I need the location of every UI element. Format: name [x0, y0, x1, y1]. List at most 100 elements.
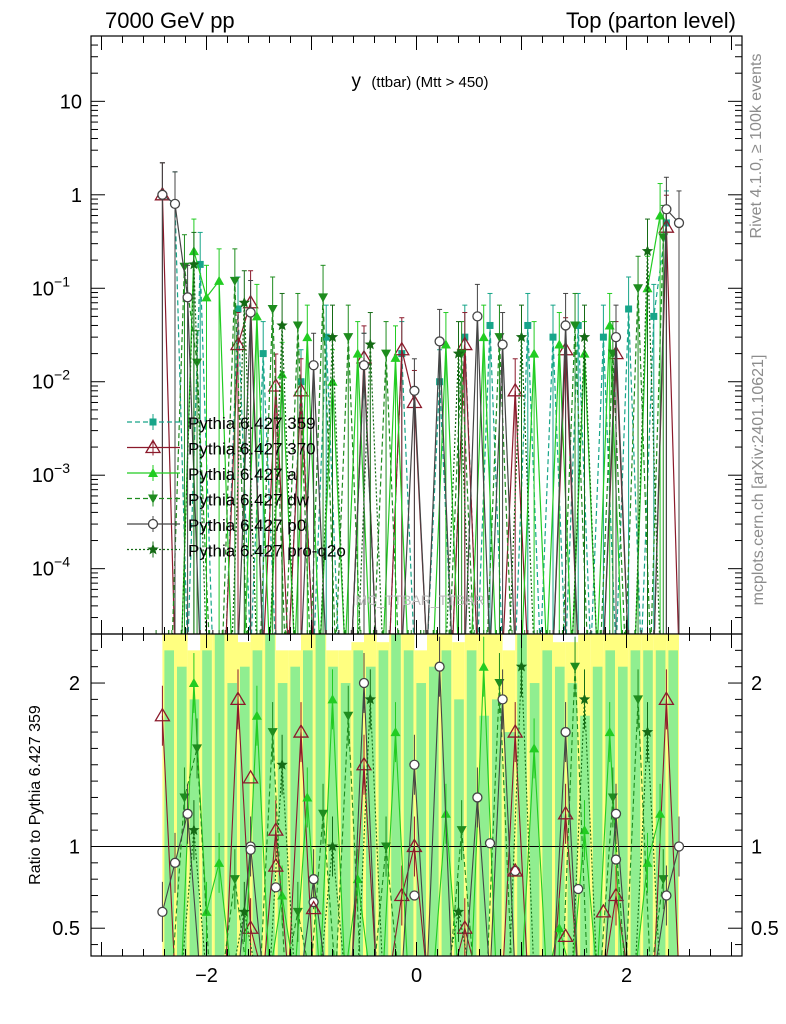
- ratio-point: [390, 727, 401, 737]
- ratio-point: [570, 662, 581, 672]
- ratio-band-green: [315, 634, 326, 956]
- ratio-band-green: [353, 650, 363, 956]
- ratio-point: [179, 793, 190, 803]
- ratio-point-370: [242, 769, 259, 784]
- ratio-y-tick-label-right: 0.5: [751, 918, 779, 940]
- legend-marker: [147, 543, 159, 555]
- ratio-y-tick-label-left: 1: [69, 836, 80, 858]
- series-point: [599, 333, 607, 341]
- ratio-point: [318, 809, 329, 819]
- ratio-point: [364, 693, 376, 705]
- main-y-tick-label: 10−2: [32, 367, 70, 394]
- ratio-point: [497, 694, 508, 705]
- series-point: [251, 311, 262, 321]
- ratio-point-370: [305, 900, 322, 915]
- series-point: [578, 331, 591, 342]
- ratio-band-green: [416, 683, 426, 956]
- header-left: 7000 GeV pp: [105, 8, 235, 33]
- plot-title-sub: (ttbar) (Mtt > 450): [371, 74, 488, 91]
- series-point: [201, 292, 212, 302]
- series-point: [554, 339, 565, 349]
- legend-label: Pythia 6.427 a: [188, 465, 297, 484]
- series-point: [302, 332, 313, 342]
- ratio-band-green: [441, 650, 452, 956]
- series-line: [162, 194, 667, 634]
- ratio-point: [434, 661, 445, 672]
- ratio-point: [604, 727, 615, 737]
- x-tick-label: 2: [621, 965, 632, 987]
- rivet-label: Rivet 4.1.0, ≥ 100k events: [748, 54, 765, 239]
- ratio-point: [292, 723, 310, 738]
- series-point: [322, 333, 330, 341]
- main-y-tick-label: 10−1: [32, 273, 70, 300]
- watermark: MC_TTBAR_TTBAR: [355, 592, 484, 608]
- ratio-point-p0: [409, 890, 420, 901]
- series-point: [188, 258, 200, 270]
- ratio-axes: 2 2 1 1 0.5 0.5 −2 0 2: [52, 633, 779, 987]
- ratio-point: [641, 726, 654, 737]
- series-point: [245, 307, 256, 318]
- series-point: [440, 339, 451, 349]
- ratio-point: [276, 758, 288, 770]
- legend-marker: [148, 468, 158, 477]
- ratio-y-tick-label-right: 2: [751, 673, 762, 695]
- series-point: [524, 321, 532, 329]
- series-point: [478, 332, 489, 342]
- legend-label: Pythia 6.427 pro-q2o: [188, 542, 346, 561]
- main-panel: MC_TTBAR_TTBAR 10 1 10−1 10−2 10−3 10−4 y (tt…: [32, 35, 743, 635]
- ratio-panel: 2 2 1 1 0.5 0.5 −2 0 2: [52, 633, 779, 987]
- series-point: [196, 260, 204, 268]
- ratio-point: [267, 821, 284, 836]
- legend-marker: [144, 439, 162, 454]
- ratio-band-green: [668, 650, 678, 956]
- series-point: [515, 331, 528, 342]
- legend-marker: [148, 494, 158, 504]
- legend-label: Pythia 6.427 370: [188, 440, 316, 459]
- ratio-point-p0: [245, 844, 256, 855]
- ratio-point: [610, 808, 622, 819]
- series-point: [655, 210, 666, 220]
- ratio-point: [456, 826, 467, 836]
- series-line: [181, 251, 661, 634]
- series-point: [259, 350, 267, 358]
- series-point: [560, 320, 571, 331]
- series-point: [169, 198, 181, 210]
- ratio-point: [343, 711, 354, 721]
- ratio-point: [154, 707, 171, 722]
- legend-entry: Pythia 6.427 a: [127, 465, 297, 484]
- ratio-point: [607, 793, 618, 803]
- plot-title-main: y: [351, 71, 361, 92]
- ratio-band-green: [240, 666, 250, 956]
- ratio-point: [406, 838, 423, 853]
- ratio-point: [554, 923, 565, 933]
- ratio-point: [326, 840, 339, 852]
- series-point: [661, 204, 672, 215]
- ratio-band-green: [529, 683, 540, 956]
- ratio-band-green: [366, 666, 376, 956]
- ratio-point: [507, 723, 524, 738]
- ratio-plot-area: [91, 634, 742, 956]
- ratio-band-green: [202, 650, 212, 956]
- series-line: [171, 237, 664, 634]
- ratio-point: [452, 905, 465, 917]
- ratio-point: [302, 792, 313, 802]
- ratio-point: [529, 743, 540, 753]
- series-point: [574, 321, 582, 329]
- ratio-line: [172, 666, 664, 956]
- series-point: [318, 293, 329, 303]
- series-line: [162, 194, 680, 634]
- ratio-band-green: [618, 666, 628, 956]
- series-point: [238, 296, 250, 308]
- series-point: [494, 333, 505, 343]
- ratio-band-green: [592, 666, 603, 956]
- ratio-band-green: [643, 650, 653, 956]
- ratio-point-p0: [510, 865, 521, 877]
- ratio-point: [277, 890, 288, 900]
- series-point: [673, 217, 685, 229]
- ratio-point-p0: [573, 883, 584, 895]
- ratio-point: [658, 875, 669, 885]
- ratio-y-tick-label-left: 2: [69, 673, 80, 695]
- ratio-point: [308, 874, 319, 885]
- ratio-point: [472, 792, 483, 803]
